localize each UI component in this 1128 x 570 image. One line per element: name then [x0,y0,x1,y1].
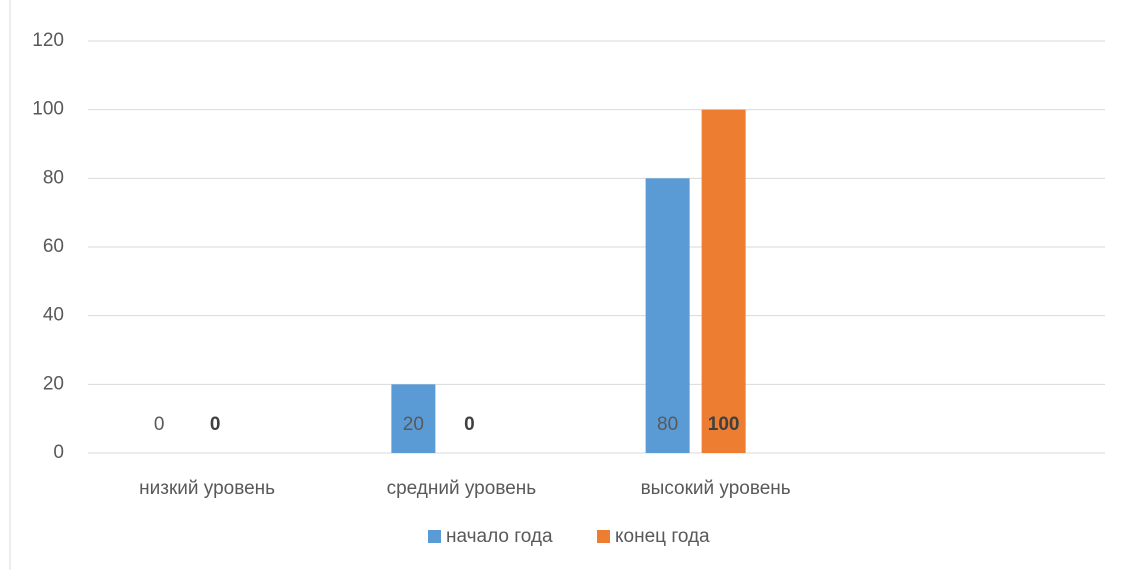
x-tick-label: высокий уровень [641,478,791,499]
x-tick-label: средний уровень [387,478,537,499]
data-label: 80 [657,414,678,435]
y-tick-label: 0 [53,442,64,463]
legend-label: начало года [446,526,553,547]
bar [701,109,746,454]
y-tick-label: 120 [32,30,64,51]
data-label: 0 [210,414,221,435]
bar [645,178,690,454]
x-tick-label: низкий уровень [139,478,275,499]
y-tick-label: 20 [43,373,64,394]
data-label: 0 [464,414,475,435]
y-tick-label: 100 [32,99,64,120]
legend-swatch [597,530,610,543]
data-label: 100 [708,414,740,435]
data-label: 20 [403,414,424,435]
bar [391,384,436,453]
y-tick-label: 40 [43,305,64,326]
legend-label: конец года [615,526,710,547]
data-label: 0 [154,414,165,435]
y-tick-label: 60 [43,236,64,257]
legend-swatch [428,530,441,543]
y-tick-label: 80 [43,167,64,188]
chart-frame [9,0,11,570]
